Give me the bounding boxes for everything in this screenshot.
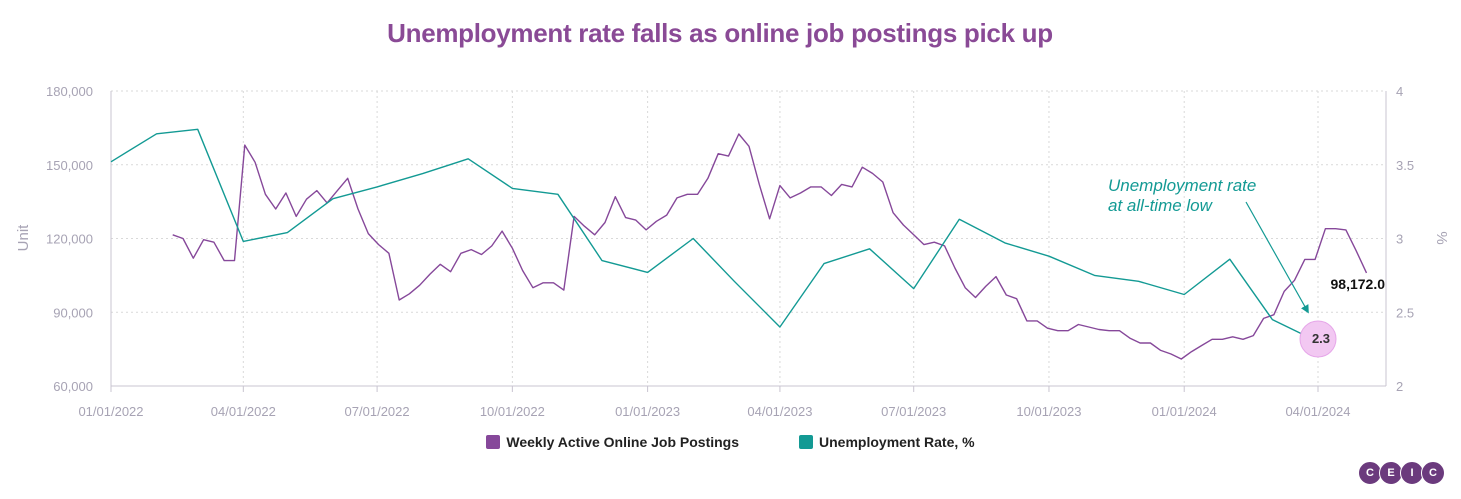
logo-letter-c2: C (1421, 461, 1445, 485)
legend: Weekly Active Online Job Postings Unempl… (0, 434, 1461, 450)
callout-line-1: Unemployment rate (1108, 176, 1256, 195)
legend-swatch-postings (486, 435, 501, 449)
x-tick-label: 07/01/2023 (881, 404, 946, 419)
y-left-tick-label: 60,000 (53, 379, 93, 394)
y-right-tick-label: 3.5 (1396, 158, 1414, 173)
legend-item-unemployment[interactable]: Unemployment Rate, % (799, 434, 975, 450)
x-tick-label: 04/01/2022 (211, 404, 276, 419)
y-left-tick-label: 90,000 (53, 305, 93, 320)
axes: 60,000 90,000 120,000 150,000 180,000 2 2.5 3 3.… (15, 84, 1450, 419)
legend-label-postings: Weekly Active Online Job Postings (506, 434, 740, 450)
x-tick-label: 01/01/2023 (615, 404, 680, 419)
chart-title: Unemployment rate falls as online job po… (387, 18, 1053, 48)
latest-value-highlight (1299, 320, 1337, 358)
y-right-tick-label: 4 (1396, 84, 1403, 99)
x-tick-label: 01/01/2022 (78, 404, 143, 419)
legend-label-unemployment: Unemployment Rate, % (819, 434, 975, 450)
unemployment-latest-label: 2.3 (1312, 331, 1330, 346)
legend-item-postings[interactable]: Weekly Active Online Job Postings (486, 434, 739, 450)
x-tick-label: 01/01/2024 (1152, 404, 1217, 419)
x-tick-label: 10/01/2022 (480, 404, 545, 419)
y-left-tick-label: 150,000 (46, 158, 93, 173)
legend-swatch-unemployment (799, 435, 814, 449)
y-right-tick-label: 3 (1396, 232, 1403, 247)
y-right-tick-label: 2 (1396, 379, 1403, 394)
postings-latest-label: 98,172.0 (1331, 276, 1386, 292)
x-tick-label: 04/01/2024 (1285, 404, 1350, 419)
x-tick-label: 04/01/2023 (747, 404, 812, 419)
gridlines (110, 90, 1386, 386)
logo-letter-c1: C (1358, 461, 1382, 485)
callout-line-2: at all-time low (1108, 196, 1214, 215)
line-chart: 60,000 90,000 120,000 150,000 180,000 2 2.5 3 3.… (15, 84, 1450, 419)
unemployment-line (110, 128, 1319, 343)
y-right-tick-label: 2.5 (1396, 305, 1414, 320)
x-tick-label: 10/01/2023 (1016, 404, 1081, 419)
series (110, 128, 1368, 360)
callout-arrow (1245, 201, 1309, 314)
postings-line (172, 133, 1368, 360)
y-left-tick-label: 120,000 (46, 232, 93, 247)
y-left-tick-label: 180,000 (46, 84, 93, 99)
y-right-axis-title: % (1433, 231, 1450, 244)
ceic-logo: C E I C (1358, 461, 1445, 485)
y-left-axis-title: Unit (15, 224, 32, 252)
x-tick-label: 07/01/2022 (345, 404, 410, 419)
annotations: Unemployment rate at all-time low 2.3 98… (1108, 176, 1386, 358)
